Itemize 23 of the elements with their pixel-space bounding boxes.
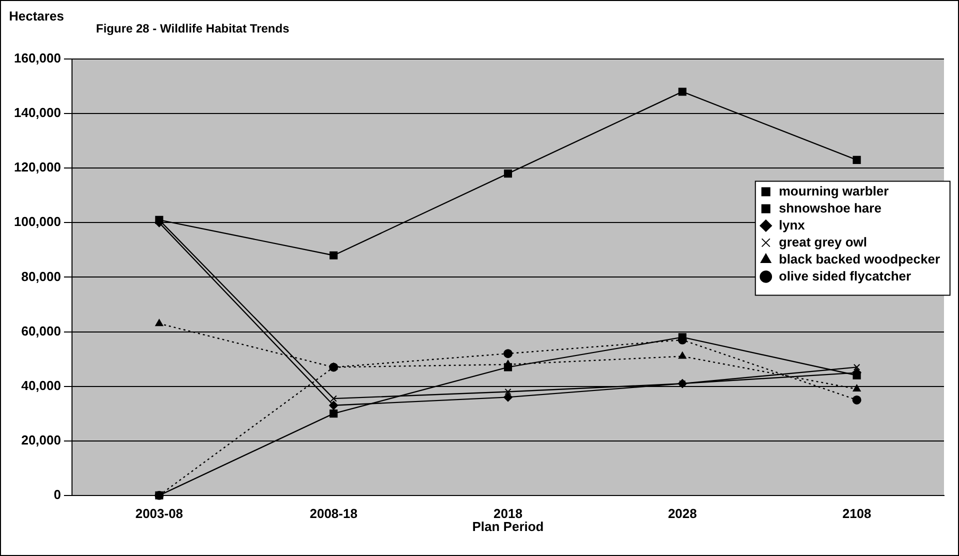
legend-label: shnowshoe hare (778, 200, 882, 216)
chart-title: Figure 28 - Wildlife Habitat Trends (96, 21, 290, 36)
y-axis-title: Hectares (9, 8, 64, 24)
legend-label: great grey owl (778, 234, 868, 250)
y-tick-label: 40,000 (21, 378, 61, 393)
legend-label: lynx (778, 217, 806, 232)
legend-label: mourning warbler (778, 183, 889, 198)
x-tick-label: 2008-18 (310, 506, 358, 521)
y-tick-label: 100,000 (14, 214, 61, 230)
y-tick-label: 20,000 (21, 432, 61, 448)
y-tick-label: 60,000 (21, 323, 61, 338)
legend-label: black backed woodpecker (778, 251, 940, 266)
x-tick-label: 2003-08 (135, 506, 184, 521)
y-tick-label: 140,000 (14, 105, 61, 120)
x-tick-label: 2108 (842, 506, 872, 521)
x-axis-title: Plan Period (472, 518, 544, 534)
y-tick-label: 80,000 (21, 268, 61, 284)
y-tick-label: 0 (54, 486, 61, 502)
y-tick-label: 160,000 (14, 50, 61, 66)
legend-label: olive sided flycatcher (778, 268, 912, 284)
y-tick-label: 120,000 (14, 160, 61, 175)
x-tick-label: 2018 (494, 506, 522, 521)
x-tick-label: 2028 (668, 506, 697, 521)
